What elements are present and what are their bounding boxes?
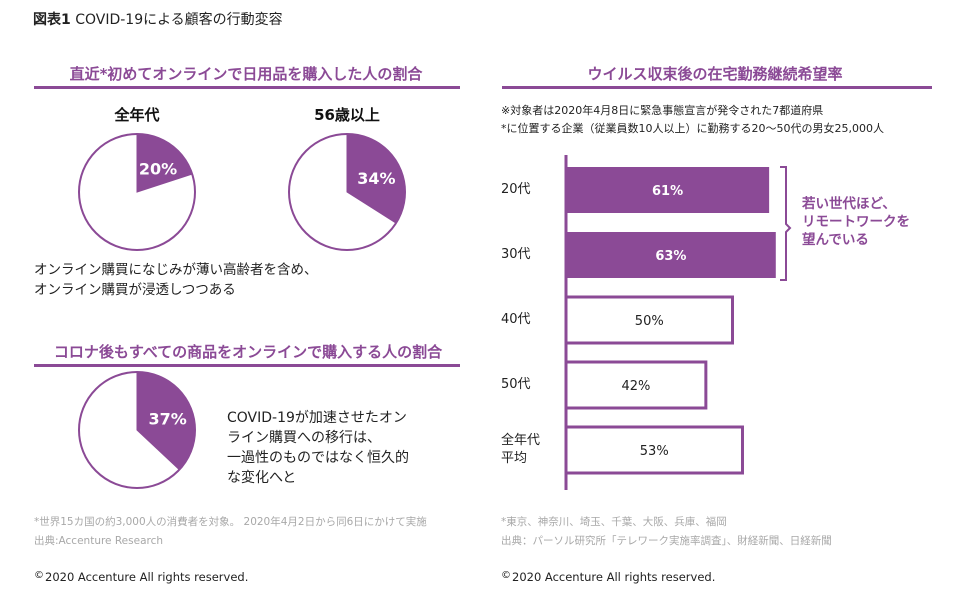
bar-4 bbox=[564, 360, 708, 410]
right-subnotes: ※対象者は2020年4月8日に緊急事態宣言が発令された7都道府県 *に位置する企… bbox=[501, 102, 884, 138]
bar-data-label: 53% bbox=[640, 444, 669, 459]
right-title: ウイルス収束後の在宅勤務継続希望率 bbox=[587, 65, 843, 83]
category-label-line: 50代 bbox=[501, 377, 531, 392]
right-notes: *東京、神奈川、埼玉、千葉、大阪、兵庫、福岡 出典：パーソル研究所「テレワーク実… bbox=[501, 513, 832, 551]
copyright-symbol: © bbox=[501, 570, 511, 581]
left-source-line: 出典:Accenture Research bbox=[34, 535, 164, 547]
section2-description-line: 一過性のものではなく恒久的 bbox=[227, 450, 409, 466]
bar-5 bbox=[564, 425, 744, 475]
category-label-line: 30代 bbox=[501, 247, 531, 262]
category-label: 20代 bbox=[501, 181, 531, 199]
callout-line: 望んでいる bbox=[802, 232, 869, 248]
bar-chart-remote-work: 61% 63% 50% 42% 53% bbox=[564, 155, 776, 490]
section2-title: コロナ後もすべての商品をオンラインで購入する人の割合 bbox=[53, 343, 443, 361]
bar-1 bbox=[566, 167, 770, 213]
copyright-text: 2020 Accenture All rights reserved. bbox=[45, 570, 249, 584]
pie-slice-highlight bbox=[136, 133, 193, 193]
left-copyright: ©2020 Accenture All rights reserved. bbox=[34, 570, 248, 584]
pie-data-label: 37% bbox=[148, 409, 186, 428]
category-label-line: 40代 bbox=[501, 312, 531, 327]
copyright-symbol: © bbox=[34, 570, 44, 581]
category-label: 全年代 平均 bbox=[501, 432, 540, 468]
pie1-title: 全年代 bbox=[114, 106, 160, 124]
pie-slice-highlight bbox=[346, 133, 406, 224]
bar-data-label: 61% bbox=[652, 184, 683, 199]
section1-rule bbox=[34, 86, 460, 89]
category-label-line: 全年代 bbox=[501, 433, 541, 448]
section1-description: オンライン購買になじみが薄い高齢者を含め、 オンライン購買が浸透しつつある bbox=[34, 260, 318, 300]
bar-data-label: 50% bbox=[635, 314, 664, 329]
section2-rule bbox=[34, 364, 460, 367]
callout-bracket bbox=[780, 166, 792, 281]
right-rule bbox=[502, 86, 932, 89]
section2-description-line: COVID-19が加速させたオン bbox=[227, 410, 407, 426]
bar-2 bbox=[566, 232, 776, 278]
section2-description-line: な変化へと bbox=[227, 470, 297, 486]
copyright-text: 2020 Accenture All rights reserved. bbox=[512, 570, 716, 584]
right-source-line: 出典：パーソル研究所「テレワーク実施率調査」、財経新聞、日経新聞 bbox=[501, 535, 832, 547]
pie-slice-highlight bbox=[136, 371, 196, 471]
section1-title: 直近*初めてオンラインで日用品を購入した人の割合 bbox=[69, 65, 423, 83]
bar-data-label: 42% bbox=[621, 379, 650, 394]
pie-chart-56-plus: 34% bbox=[288, 133, 406, 251]
pie-data-label: 34% bbox=[357, 169, 395, 188]
right-copyright: ©2020 Accenture All rights reserved. bbox=[501, 570, 715, 584]
category-label-line: 20代 bbox=[501, 182, 531, 197]
pie2-title: 56歳以上 bbox=[314, 106, 380, 124]
pie-chart-all-ages: 20% bbox=[78, 133, 196, 251]
right-note-line: *東京、神奈川、埼玉、千葉、大阪、兵庫、福岡 bbox=[501, 516, 727, 528]
pie-chart-all-products-online: 37% bbox=[78, 371, 196, 489]
callout-line: 若い世代ほど、 bbox=[802, 196, 896, 212]
figure-title-prefix: 図表1 bbox=[33, 12, 71, 28]
callout-line: リモートワークを bbox=[802, 214, 910, 230]
left-notes: *世界15カ国の約3,000人の消費者を対象。 2020年4月2日から同6日にか… bbox=[34, 513, 427, 551]
section1-description-line: オンライン購買になじみが薄い高齢者を含め、 bbox=[34, 262, 318, 278]
callout-text: 若い世代ほど、 リモートワークを 望んでいる bbox=[802, 195, 910, 249]
section2-description-line: ライン購買への移行は、 bbox=[227, 430, 381, 446]
category-label: 30代 bbox=[501, 246, 531, 264]
category-label-line: 平均 bbox=[501, 451, 528, 466]
bar-3 bbox=[564, 295, 734, 345]
right-subnote-line: *に位置する企業（従業員数10人以上）に勤務する20〜50代の男女25,000人 bbox=[501, 122, 884, 135]
bar-data-label: 63% bbox=[655, 249, 686, 264]
section1-description-line: オンライン購買が浸透しつつある bbox=[34, 282, 236, 298]
pie-data-label: 20% bbox=[139, 160, 177, 179]
figure-title: 図表1 COVID-19による顧客の行動変容 bbox=[33, 9, 283, 29]
section2-description: COVID-19が加速させたオン ライン購買への移行は、 一過性のものではなく恒… bbox=[227, 408, 409, 488]
category-label: 50代 bbox=[501, 376, 531, 394]
left-note-line: *世界15カ国の約3,000人の消費者を対象。 2020年4月2日から同6日にか… bbox=[34, 516, 427, 528]
right-subnote-line: ※対象者は2020年4月8日に緊急事態宣言が発令された7都道府県 bbox=[501, 104, 824, 117]
figure-title-text: COVID-19による顧客の行動変容 bbox=[75, 12, 283, 28]
category-label: 40代 bbox=[501, 311, 531, 329]
